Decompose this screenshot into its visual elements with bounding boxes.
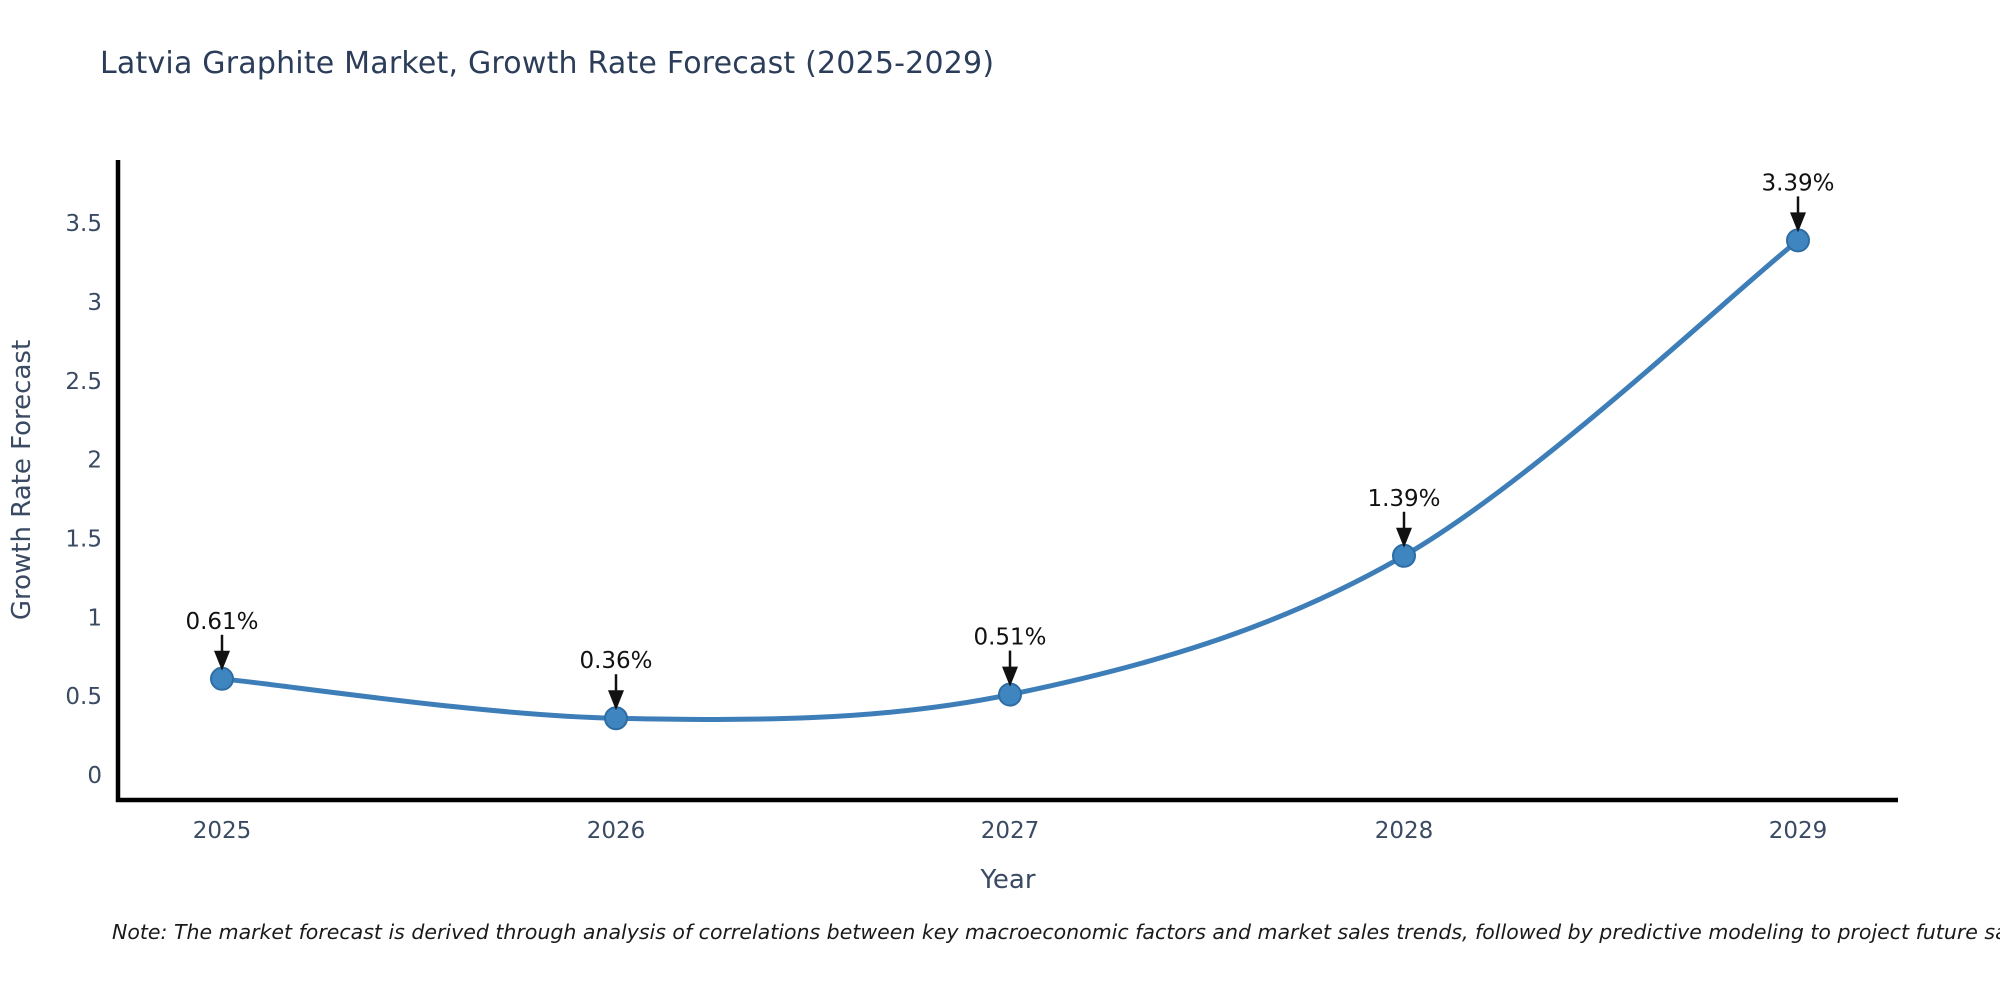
x-tick-label: 2027 <box>981 818 1040 844</box>
y-tick-label: 3 <box>87 290 102 316</box>
y-tick-label: 2.5 <box>65 369 102 395</box>
data-point-marker-2028[interactable] <box>1392 543 1416 568</box>
x-tick-label: 2029 <box>1769 818 1828 844</box>
y-axis-title: Growth Rate Forecast <box>7 340 37 620</box>
annotation-label: 3.39% <box>1761 170 1834 196</box>
x-tick-label: 2025 <box>193 818 252 844</box>
annotation-arrowhead <box>1002 666 1018 687</box>
x-axis-title: Year <box>979 865 1035 895</box>
annotation-arrowhead <box>1790 212 1806 233</box>
y-tick-label: 2 <box>87 448 102 474</box>
annotation-arrowhead <box>214 650 230 671</box>
chart-title: Latvia Graphite Market, Growth Rate Fore… <box>100 46 995 81</box>
trend-line <box>219 237 1801 722</box>
x-tick-label: 2028 <box>1375 818 1434 844</box>
annotation-arrowhead <box>608 690 624 711</box>
axis-lines <box>115 160 1898 803</box>
y-tick-label: 0 <box>87 763 102 789</box>
footnote-text: Note: The market forecast is derived thr… <box>112 920 2000 944</box>
y-tick-label: 1 <box>87 605 102 631</box>
annotation-label: 0.51% <box>973 625 1046 651</box>
y-tick-label: 3.5 <box>65 211 102 237</box>
annotation-label: 1.39% <box>1367 486 1440 512</box>
annotation-label: 0.61% <box>185 609 258 635</box>
annotation-arrowhead <box>1396 527 1412 548</box>
data-point-marker-2026[interactable] <box>604 706 628 731</box>
data-point-marker-2027[interactable] <box>998 682 1022 707</box>
x-tick-label: 2026 <box>587 818 646 844</box>
y-tick-label: 0.5 <box>65 684 102 710</box>
y-tick-label: 1.5 <box>65 526 102 552</box>
data-point-marker-2029[interactable] <box>1786 228 1810 253</box>
annotation-label: 0.36% <box>579 648 652 674</box>
data-point-marker-2025[interactable] <box>210 666 234 691</box>
